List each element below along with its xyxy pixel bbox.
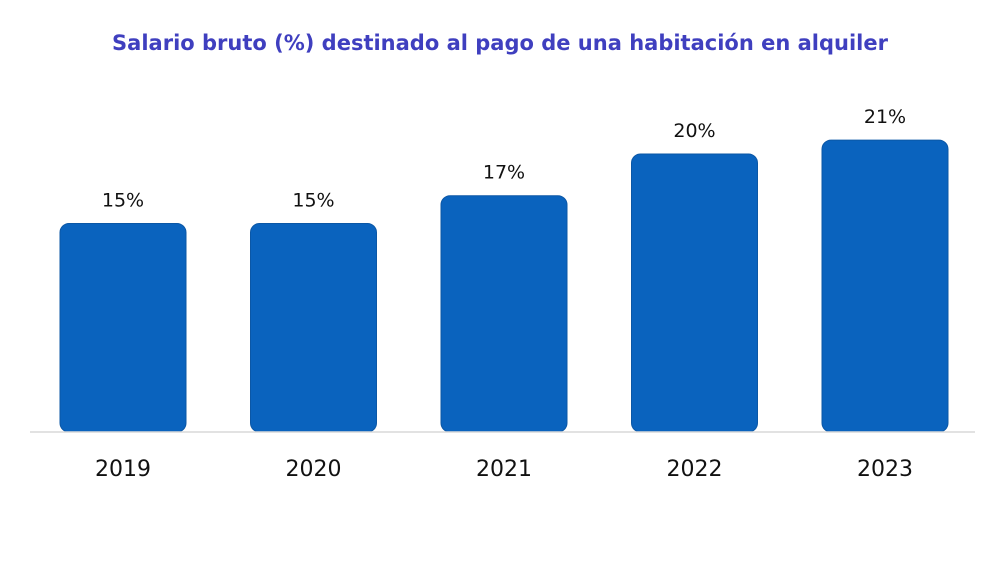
bars-group xyxy=(59,139,949,433)
chart-title: Salario bruto (%) destinado al pago de u… xyxy=(112,31,889,55)
x-tick-label-2023: 2023 xyxy=(857,457,913,482)
x-tick-label-2020: 2020 xyxy=(286,457,342,482)
x-tick-labels-group: 2019 2020 2021 2022 2023 xyxy=(95,457,913,482)
value-label-2020: 15% xyxy=(292,190,334,212)
value-labels-group: 15% 15% 17% 20% 21% xyxy=(102,106,906,211)
x-tick-label-2022: 2022 xyxy=(667,457,723,482)
x-tick-label-2021: 2021 xyxy=(476,457,532,482)
bar-2021 xyxy=(440,195,568,433)
value-label-2023: 21% xyxy=(864,106,906,128)
bar-2023 xyxy=(821,139,949,433)
value-label-2019: 15% xyxy=(102,190,144,212)
value-label-2021: 17% xyxy=(483,162,525,184)
bar-2020 xyxy=(250,223,377,433)
x-tick-label-2019: 2019 xyxy=(95,457,151,482)
bar-2022 xyxy=(631,153,758,433)
bar-2019 xyxy=(59,223,187,433)
value-label-2022: 20% xyxy=(673,120,715,142)
